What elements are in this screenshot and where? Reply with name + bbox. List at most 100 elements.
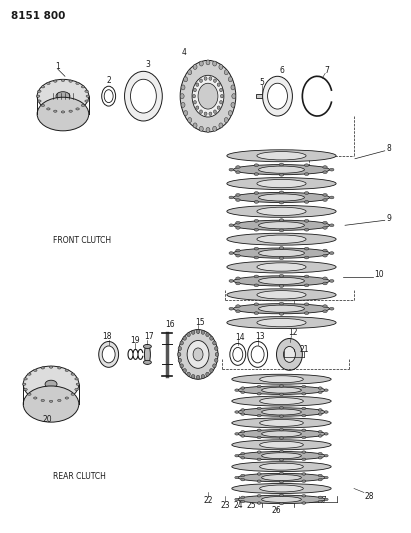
Text: 9: 9 xyxy=(386,214,391,223)
Ellipse shape xyxy=(61,79,65,82)
Ellipse shape xyxy=(279,257,284,260)
Ellipse shape xyxy=(198,83,218,109)
Ellipse shape xyxy=(259,249,305,257)
Ellipse shape xyxy=(254,312,259,314)
Ellipse shape xyxy=(232,418,331,428)
Ellipse shape xyxy=(229,224,233,227)
Ellipse shape xyxy=(241,391,245,393)
Ellipse shape xyxy=(305,256,309,259)
Ellipse shape xyxy=(318,457,322,459)
Ellipse shape xyxy=(46,108,50,110)
Ellipse shape xyxy=(76,108,79,110)
Ellipse shape xyxy=(229,77,232,82)
Ellipse shape xyxy=(184,110,187,116)
Ellipse shape xyxy=(187,341,209,368)
Ellipse shape xyxy=(85,100,88,102)
Ellipse shape xyxy=(38,100,41,102)
Ellipse shape xyxy=(69,110,72,112)
Ellipse shape xyxy=(102,346,115,363)
Ellipse shape xyxy=(279,219,284,222)
Ellipse shape xyxy=(181,102,185,107)
Ellipse shape xyxy=(232,94,236,99)
Ellipse shape xyxy=(24,378,27,380)
Ellipse shape xyxy=(323,166,327,168)
Ellipse shape xyxy=(229,196,233,199)
Ellipse shape xyxy=(204,112,207,116)
Ellipse shape xyxy=(236,310,240,313)
Ellipse shape xyxy=(99,342,119,367)
Ellipse shape xyxy=(241,453,245,455)
Ellipse shape xyxy=(28,373,31,375)
Ellipse shape xyxy=(260,485,303,492)
Ellipse shape xyxy=(259,194,305,201)
Ellipse shape xyxy=(206,127,210,132)
Ellipse shape xyxy=(104,90,113,103)
Ellipse shape xyxy=(279,450,284,453)
Ellipse shape xyxy=(180,60,236,132)
Ellipse shape xyxy=(224,118,228,123)
Ellipse shape xyxy=(235,433,239,435)
Ellipse shape xyxy=(219,123,223,128)
Ellipse shape xyxy=(254,200,259,203)
Ellipse shape xyxy=(81,104,85,107)
Ellipse shape xyxy=(85,90,88,92)
Ellipse shape xyxy=(229,279,233,282)
Ellipse shape xyxy=(236,227,240,229)
Ellipse shape xyxy=(187,333,190,337)
Ellipse shape xyxy=(227,317,336,328)
Text: 28: 28 xyxy=(364,492,374,501)
Ellipse shape xyxy=(238,430,325,438)
Ellipse shape xyxy=(233,248,330,258)
Ellipse shape xyxy=(65,369,69,372)
Ellipse shape xyxy=(257,451,261,454)
Ellipse shape xyxy=(236,277,240,280)
Ellipse shape xyxy=(324,455,328,457)
Ellipse shape xyxy=(254,192,259,195)
Ellipse shape xyxy=(323,277,327,280)
Ellipse shape xyxy=(38,90,41,92)
Ellipse shape xyxy=(305,173,309,175)
Text: 6: 6 xyxy=(279,66,284,75)
Ellipse shape xyxy=(209,112,212,116)
Ellipse shape xyxy=(125,71,162,121)
Ellipse shape xyxy=(257,290,306,299)
Ellipse shape xyxy=(302,392,306,395)
Ellipse shape xyxy=(231,85,235,90)
Ellipse shape xyxy=(262,496,301,503)
Ellipse shape xyxy=(215,346,218,351)
Ellipse shape xyxy=(235,477,239,479)
Ellipse shape xyxy=(323,305,327,308)
Ellipse shape xyxy=(178,358,182,362)
Ellipse shape xyxy=(227,289,336,301)
Ellipse shape xyxy=(192,375,195,378)
Ellipse shape xyxy=(53,80,57,82)
Ellipse shape xyxy=(257,414,261,417)
Ellipse shape xyxy=(41,367,44,369)
Ellipse shape xyxy=(28,393,31,395)
Ellipse shape xyxy=(178,329,218,379)
Ellipse shape xyxy=(41,399,44,401)
Text: 10: 10 xyxy=(374,270,383,279)
Ellipse shape xyxy=(305,247,309,250)
Ellipse shape xyxy=(86,95,90,97)
Ellipse shape xyxy=(227,177,336,190)
Ellipse shape xyxy=(259,277,305,285)
Ellipse shape xyxy=(219,88,222,92)
Ellipse shape xyxy=(210,368,213,373)
Ellipse shape xyxy=(241,496,245,498)
Ellipse shape xyxy=(241,474,245,477)
Ellipse shape xyxy=(323,171,327,174)
Ellipse shape xyxy=(232,396,331,406)
Ellipse shape xyxy=(263,76,292,116)
Text: 8151 800: 8151 800 xyxy=(12,11,66,21)
Ellipse shape xyxy=(143,344,151,349)
Ellipse shape xyxy=(206,333,209,337)
Ellipse shape xyxy=(305,220,309,222)
Ellipse shape xyxy=(181,85,185,90)
Ellipse shape xyxy=(305,312,309,314)
Ellipse shape xyxy=(302,495,306,497)
Ellipse shape xyxy=(279,191,284,193)
Ellipse shape xyxy=(318,391,322,393)
Ellipse shape xyxy=(305,164,309,167)
Ellipse shape xyxy=(323,227,327,229)
